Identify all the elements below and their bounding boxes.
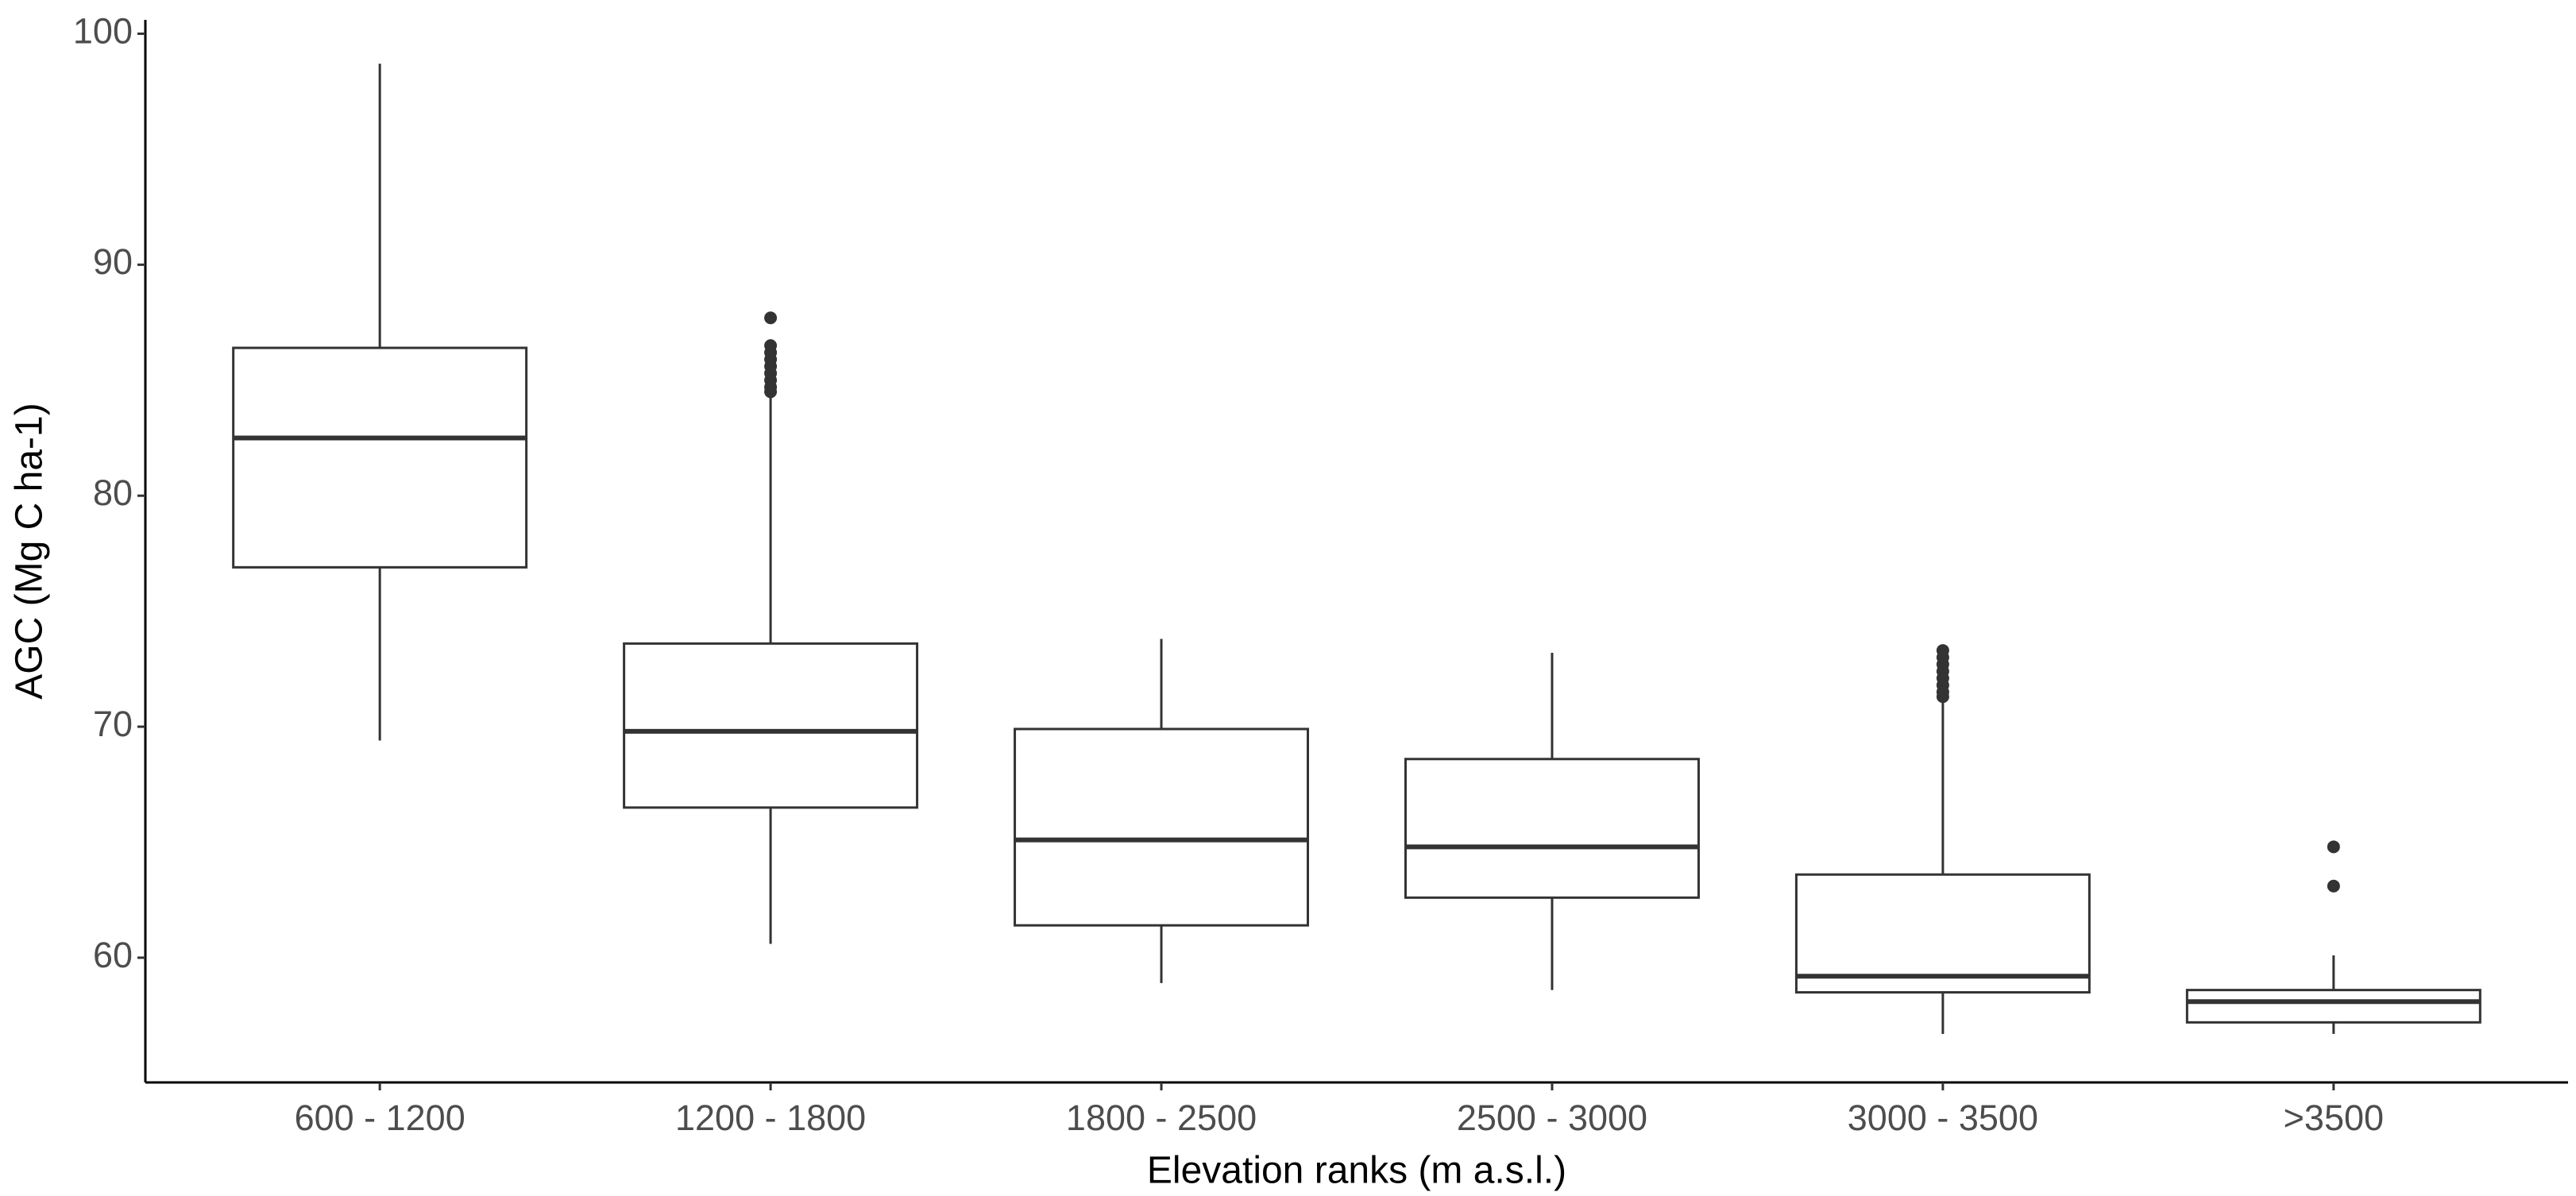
outlier bbox=[764, 311, 778, 325]
box bbox=[1404, 758, 1700, 899]
y-tick-label: 60 bbox=[93, 935, 133, 975]
outlier bbox=[2327, 879, 2340, 893]
x-tick-label: >3500 bbox=[2284, 1098, 2384, 1138]
x-tick-label: 3000 - 3500 bbox=[1848, 1098, 2038, 1138]
outlier bbox=[2327, 840, 2340, 854]
y-tick-label: 80 bbox=[93, 473, 133, 513]
x-tick-label: 600 - 1200 bbox=[295, 1098, 465, 1138]
y-tick-label: 90 bbox=[93, 241, 133, 282]
y-tick-label: 70 bbox=[93, 704, 133, 744]
box bbox=[1014, 727, 1310, 927]
y-tick-label: 100 bbox=[73, 10, 133, 51]
x-tick-label: 1200 - 1800 bbox=[675, 1098, 866, 1138]
x-tick-label: 2500 - 3000 bbox=[1457, 1098, 1647, 1138]
y-axis-title: AGC (Mg C ha-1) bbox=[9, 403, 51, 699]
outlier bbox=[1936, 690, 1949, 704]
x-axis-title: Elevation ranks (m a.s.l.) bbox=[1147, 1150, 1566, 1192]
x-tick-label: 1800 - 2500 bbox=[1066, 1098, 1257, 1138]
outlier bbox=[764, 385, 778, 399]
box bbox=[623, 642, 919, 809]
box bbox=[2185, 989, 2481, 1024]
box bbox=[1794, 873, 2091, 994]
box bbox=[232, 346, 528, 569]
